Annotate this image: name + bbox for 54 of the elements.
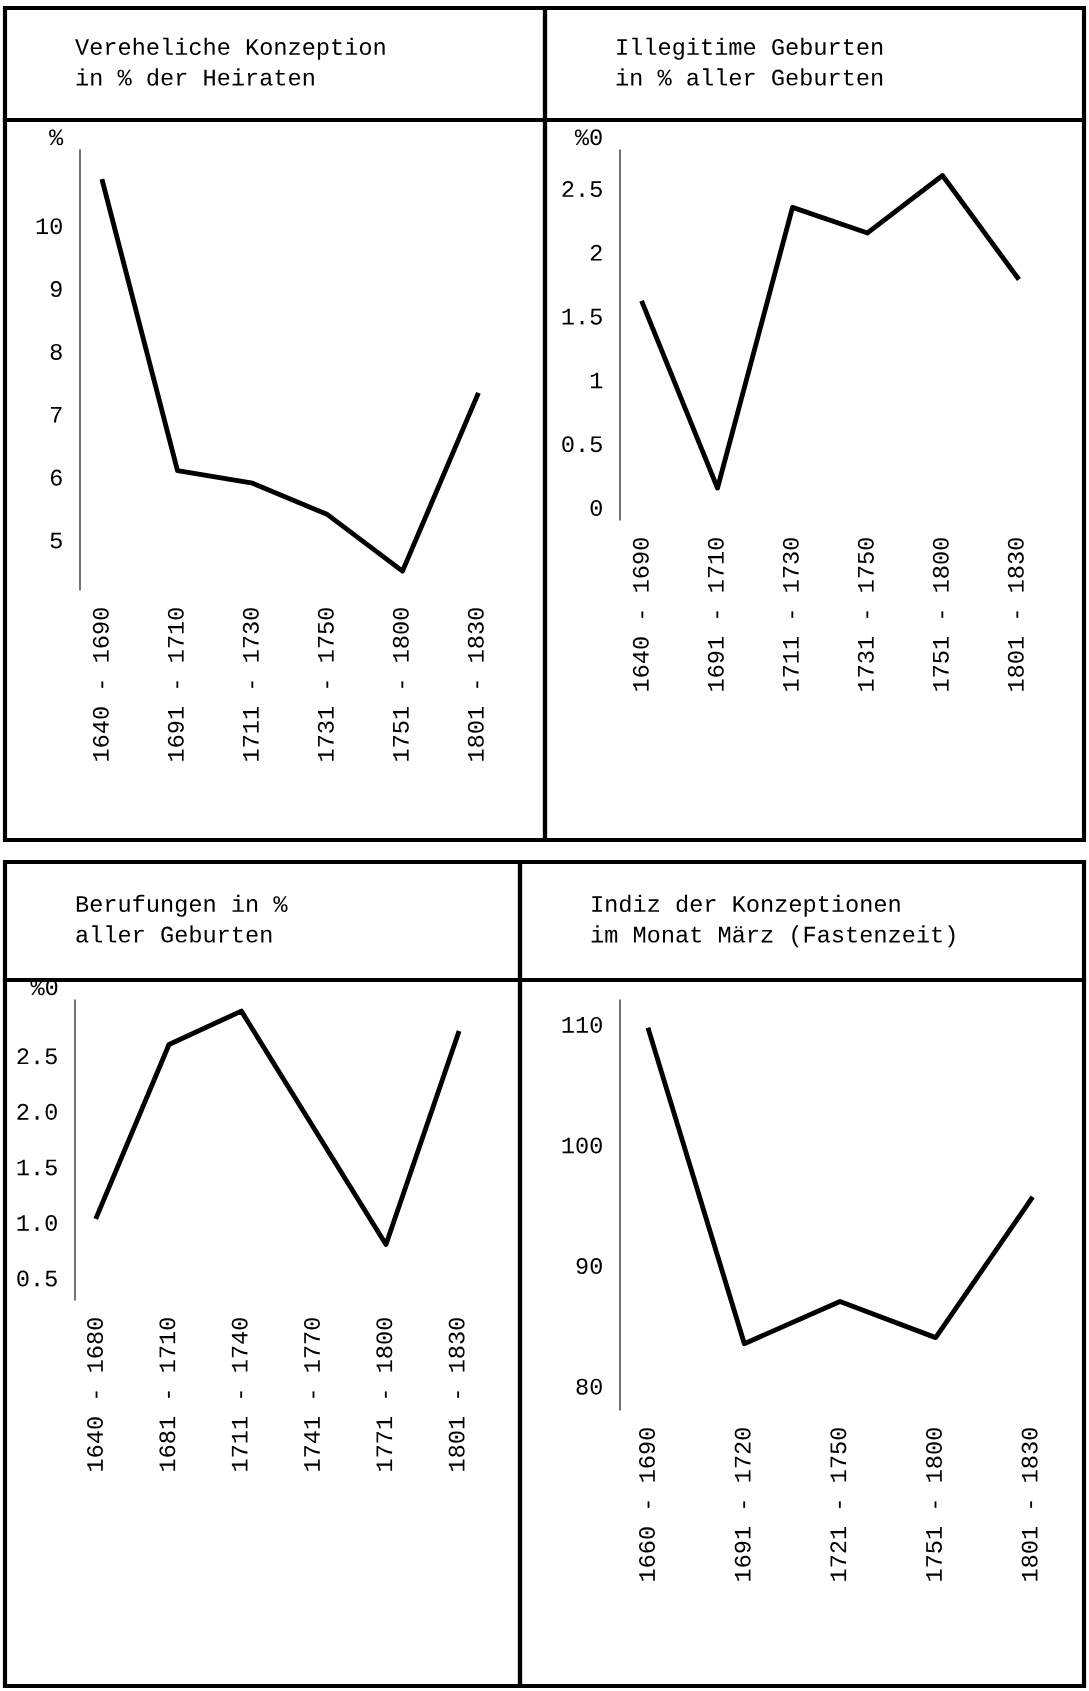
x-tick-label: 1640 - 1690 xyxy=(632,538,649,691)
x-tick-label: 1640 - 1690 xyxy=(92,608,109,761)
y-tick-label: 90 xyxy=(576,1258,602,1275)
y-tick-label: 1.0 xyxy=(17,1214,57,1232)
y-axis-title: %0 xyxy=(574,129,602,146)
y-tick-label: 80 xyxy=(576,1378,602,1395)
x-tick-label: 1691 - 1710 xyxy=(707,538,724,691)
y-tick-label: 6 xyxy=(50,469,62,486)
y-tick-label: 0.5 xyxy=(562,436,602,453)
x-tick-label: 1660 - 1690 xyxy=(639,1428,656,1581)
x-tick-label: 1771 - 1800 xyxy=(376,1318,393,1471)
y-tick-label: 2 xyxy=(590,244,602,261)
y-tick-label: 2.5 xyxy=(17,1048,57,1065)
x-tick-label: 1711 - 1740 xyxy=(231,1318,248,1471)
y-axis-title: % xyxy=(49,129,64,146)
y-tick-label: 110 xyxy=(562,1016,602,1033)
y-tick-label: 7 xyxy=(50,407,62,423)
chart-title: Illegitime Geburten in % aller Geburten xyxy=(616,37,883,86)
x-tick-label: 1741 - 1770 xyxy=(303,1318,320,1471)
chart-title: Indiz der Konzeptionen im Monat März (Fastenzeit) xyxy=(591,894,955,948)
x-tick-label: 1711 - 1730 xyxy=(242,608,259,761)
y-tick-label: 1 xyxy=(590,372,603,389)
x-tick-label: 1711 - 1730 xyxy=(782,538,799,691)
y-tick-label: 2.5 xyxy=(562,181,602,198)
line-series xyxy=(94,1008,461,1247)
y-tick-label: 100 xyxy=(562,1137,602,1154)
y-tick-label: 2.0 xyxy=(17,1103,57,1120)
y-tick-label: 8 xyxy=(50,343,62,360)
y-tick-label: 9 xyxy=(50,281,62,298)
x-tick-label: 1691 - 1720 xyxy=(734,1428,751,1581)
x-tick-label: 1801 - 1830 xyxy=(1007,538,1024,691)
x-tick-label: 1681 - 1710 xyxy=(159,1318,176,1471)
chart-title: Berufungen in % aller Geburten xyxy=(76,894,288,943)
x-tick-label: 1731 - 1750 xyxy=(317,608,334,761)
x-tick-label: 1751 - 1800 xyxy=(932,538,949,691)
y-tick-label: 1.5 xyxy=(17,1159,57,1176)
x-tick-label: 1751 - 1800 xyxy=(925,1428,942,1581)
y-tick-label: 0.5 xyxy=(17,1270,57,1287)
line-series xyxy=(646,1027,1034,1347)
x-tick-label: 1801 - 1830 xyxy=(1021,1428,1038,1581)
y-tick-label: 1.5 xyxy=(562,308,602,325)
x-tick-label: 1801 - 1830 xyxy=(467,608,484,761)
x-tick-label: 1731 - 1750 xyxy=(857,538,874,691)
chart-title: Vereheliche Konzeption in % der Heiraten xyxy=(75,37,385,86)
line-series xyxy=(100,179,480,574)
y-tick-label: 0 xyxy=(590,500,602,517)
y-tick-label: 5 xyxy=(50,532,62,549)
y-tick-label: 10 xyxy=(36,218,62,235)
x-tick-label: 1640 - 1680 xyxy=(87,1318,104,1471)
x-tick-label: 1751 - 1800 xyxy=(392,608,409,761)
x-tick-label: 1801 - 1830 xyxy=(448,1318,465,1471)
line-series xyxy=(640,173,1020,491)
x-tick-label: 1691 - 1710 xyxy=(167,608,184,761)
x-tick-label: 1721 - 1750 xyxy=(830,1428,847,1581)
